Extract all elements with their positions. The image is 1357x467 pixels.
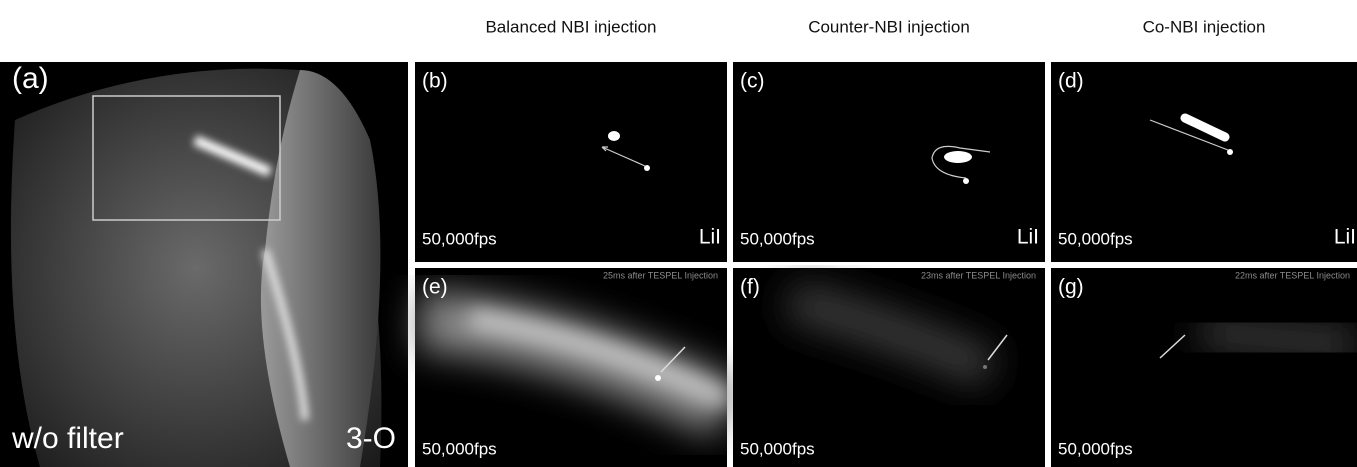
frame-rate: 50,000fps — [740, 229, 815, 248]
column-header: Counter-NBI injection — [808, 17, 970, 36]
panel-label: (c) — [740, 70, 765, 93]
panel-label: (a) — [12, 62, 49, 95]
panel-a: (a) w/o filter 3-O — [0, 62, 408, 467]
panel-label: (g) — [1058, 276, 1084, 299]
column-header: Balanced NBI injection — [485, 17, 656, 36]
panel-g: (g) 22ms after TESPEL Injection 50,000fp… — [1051, 268, 1357, 467]
tag: LiI — [1334, 226, 1356, 249]
note: 25ms after TESPEL Injection — [603, 270, 718, 280]
panel-label: (d) — [1058, 70, 1084, 93]
note: 22ms after TESPEL Injection — [1235, 270, 1350, 280]
caption: w/o filter — [11, 422, 124, 455]
panel-b: (b) 50,000fps LiI — [415, 62, 727, 262]
frame-rate: 50,000fps — [740, 439, 815, 458]
frame-rate: 50,000fps — [1058, 229, 1133, 248]
figure: Balanced NBI injection Counter-NBI injec… — [0, 0, 1357, 467]
panel-c: (c) 50,000fps LiI — [733, 62, 1045, 262]
panel-label: (f) — [740, 276, 760, 299]
tag: LiI — [1017, 226, 1039, 249]
frame-rate: 50,000fps — [422, 229, 497, 248]
frame-rate: 50,000fps — [422, 439, 497, 458]
tag: LiI — [699, 226, 721, 249]
panel-e: (e) 25ms after TESPEL Injection 50,000fp… — [415, 268, 727, 467]
panel-d: (d) 50,000fps LiI — [1051, 62, 1357, 262]
column-header: Co-NBI injection — [1143, 17, 1266, 36]
note: 23ms after TESPEL Injection — [921, 270, 1036, 280]
tag: 3-O — [346, 422, 396, 455]
frame-rate: 50,000fps — [1058, 439, 1133, 458]
panel-label: (e) — [422, 276, 448, 299]
panel-f: (f) 23ms after TESPEL Injection 50,000fp… — [733, 268, 1045, 467]
panel-label: (b) — [422, 70, 448, 93]
